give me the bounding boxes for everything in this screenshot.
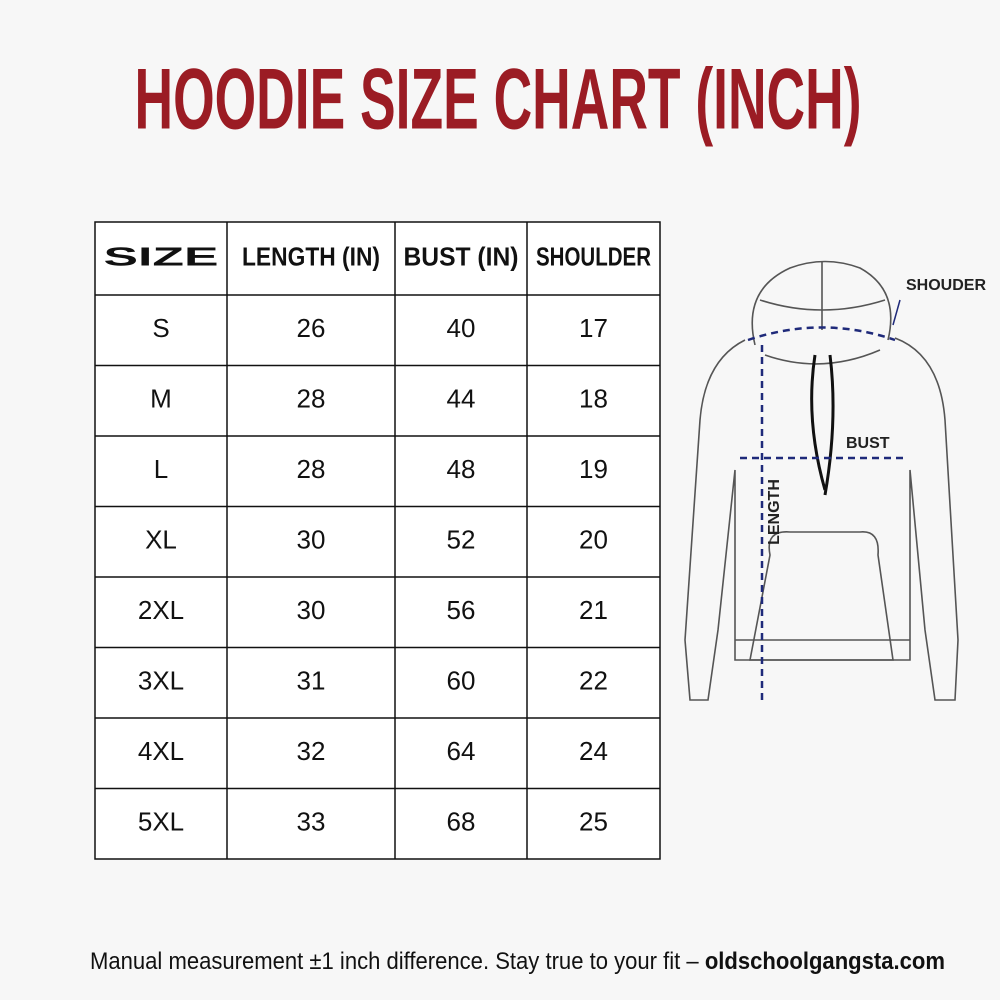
table-cell: 26	[297, 313, 326, 343]
table-cell: 18	[579, 384, 608, 414]
table-cell: 17	[579, 313, 608, 343]
table-cell: 31	[297, 666, 326, 696]
table-cell: 25	[579, 807, 608, 837]
table-cell: 33	[297, 807, 326, 837]
table-cell: 21	[579, 595, 608, 625]
title: HOODIE SIZE CHART (INCH)	[135, 52, 862, 148]
table-cell: 3XL	[138, 666, 184, 696]
table-cell: 32	[297, 736, 326, 766]
footer: Manual measurement ±1 inch difference. S…	[90, 948, 945, 975]
length-label: LENGTH	[766, 479, 783, 545]
table-cell: 22	[579, 666, 608, 696]
table-cell: 4XL	[138, 736, 184, 766]
neckline	[764, 349, 881, 365]
table-cell: 24	[579, 736, 608, 766]
table-cell: M	[150, 384, 172, 414]
footer-note: Manual measurement ±1 inch difference. S…	[90, 948, 699, 975]
drawstrings	[810, 354, 835, 496]
table-cell: XL	[145, 525, 177, 555]
table-cell: 48	[447, 454, 476, 484]
bust-label: BUST	[846, 435, 890, 452]
measure-lines	[740, 299, 905, 700]
table-cell: 56	[447, 595, 476, 625]
table-cell: 2XL	[138, 595, 184, 625]
table-cell: 30	[297, 595, 326, 625]
table-cell: S	[152, 313, 169, 343]
table-cell: 68	[447, 807, 476, 837]
table-cell: 60	[447, 666, 476, 696]
shoulder-pointer	[892, 299, 901, 326]
pocket	[749, 531, 894, 661]
table-cell: 40	[447, 313, 476, 343]
table-cell: 64	[447, 736, 476, 766]
table-cell: 44	[447, 384, 476, 414]
table-cell: L	[154, 454, 168, 484]
table-cell: 52	[447, 525, 476, 555]
table-cell: 30	[297, 525, 326, 555]
hoodie-diagram	[684, 260, 959, 701]
column-header: LENGTH (IN)	[242, 241, 380, 271]
footer-site: oldschoolgangsta.com	[705, 948, 945, 975]
shoulder-line	[747, 326, 896, 342]
table-cell: 28	[297, 454, 326, 484]
column-header: SIZE	[104, 241, 219, 271]
table-cell: 19	[579, 454, 608, 484]
size-table: SIZE LENGTH (IN) BUST (IN) SHOULDER S 26 40 17 M…	[94, 221, 661, 860]
hood	[751, 260, 892, 346]
table-bg	[94, 221, 661, 860]
column-header: SHOULDER	[536, 241, 651, 271]
table-cell: 28	[297, 384, 326, 414]
column-header: BUST (IN)	[404, 241, 519, 271]
table-cell: 5XL	[138, 807, 184, 837]
table-cell: 20	[579, 525, 608, 555]
shoulder-label: SHOUDER	[906, 277, 986, 294]
